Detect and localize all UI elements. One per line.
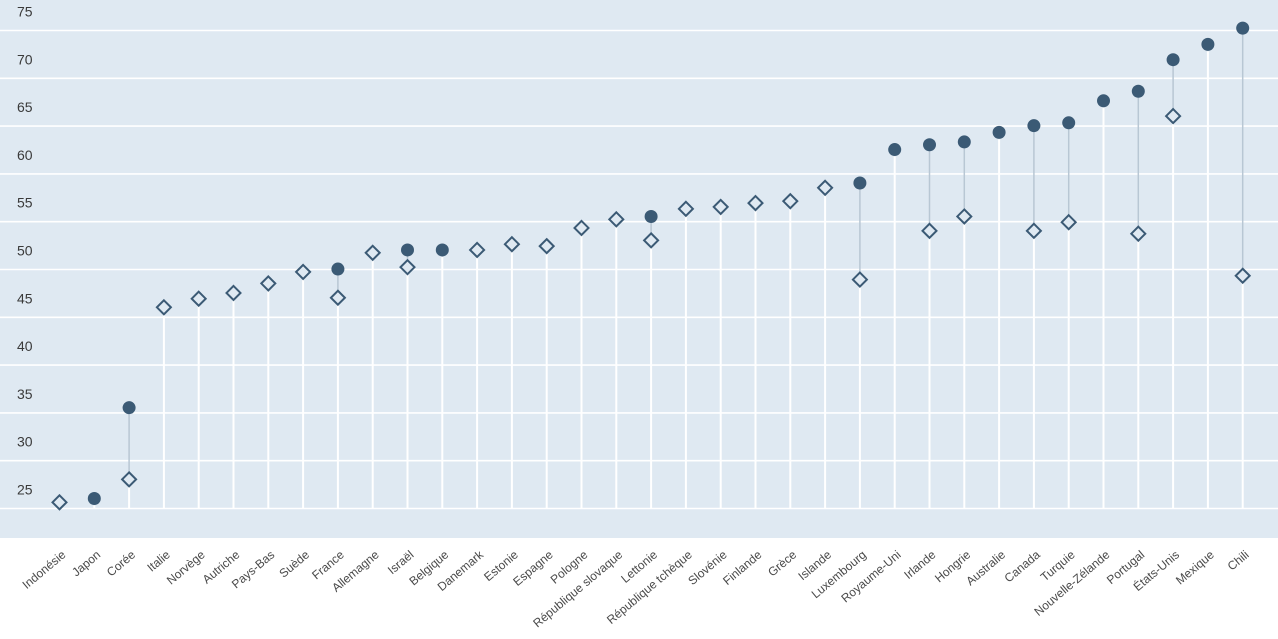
diamond-marker-slovenie [712, 198, 730, 216]
x-label-norvege: Norvège [164, 547, 208, 587]
x-label-grece: Grèce [765, 547, 799, 579]
diamond-marker-chili [1234, 267, 1252, 285]
y-tick-label-35: 35 [17, 386, 33, 402]
y-tick-label-30: 30 [17, 434, 33, 450]
y-axis-tick-labels: 25 30 35 40 45 50 55 60 65 70 75 [17, 4, 33, 498]
diamond-marker-finlande [747, 194, 764, 212]
circle-marker-canada [1027, 119, 1041, 133]
x-label-indonesie: Indonésie [20, 547, 69, 591]
diamond-marker-israel [399, 258, 416, 276]
diamond-marker-pologne [573, 219, 590, 237]
x-label-suede: Suède [276, 547, 312, 580]
circle-marker-coree [122, 401, 136, 415]
diamond-marker-norvege [190, 290, 208, 308]
circle-marker-mexique [1201, 37, 1215, 51]
diamond-marker-estonie [503, 235, 521, 253]
diamond-marker-indonesie [51, 493, 68, 511]
diamond-marker-irlande [921, 222, 938, 240]
diamond-marker-hongrie [955, 208, 973, 225]
circle-marker-france [331, 262, 345, 276]
category-stems [93, 51, 1244, 508]
circle-marker-belgique [435, 243, 449, 257]
y-tick-label-70: 70 [17, 51, 33, 67]
circle-marker-portugal [1131, 84, 1145, 98]
y-tick-label-40: 40 [17, 338, 33, 354]
x-label-finlande: Finlande [720, 547, 765, 588]
circle-marker-israel [401, 243, 414, 257]
circle-marker-japon [87, 492, 101, 505]
x-axis-category-labels: Indonésie Japon Corée ItalieNorvègeAutriche… [20, 547, 1252, 631]
diamond-marker-islande [816, 179, 834, 197]
x-label-mexique: Mexique [1173, 547, 1217, 587]
diamond-marker-france [329, 289, 347, 307]
circle-marker-luxembourg [853, 176, 867, 190]
diamond-marker-coree [120, 470, 138, 488]
diamond-marker-portugal [1129, 225, 1147, 243]
diamond-marker-espagne [538, 237, 556, 255]
circle-marker-nouvelle-zelande [1097, 94, 1110, 108]
diamond-marker-grece [781, 192, 799, 210]
circle-marker-lettonie [644, 209, 658, 223]
data-markers [51, 21, 1252, 511]
diamond-marker-republique-slovaque [607, 210, 625, 228]
diamond-marker-suede [294, 263, 312, 281]
y-tick-label-60: 60 [17, 147, 33, 163]
diamond-marker-lettonie [642, 231, 660, 249]
y-tick-label-25: 25 [17, 482, 33, 498]
circle-marker-royaume-uni [888, 143, 902, 157]
diamond-marker-autriche [225, 284, 242, 302]
y-tick-label-45: 45 [17, 290, 33, 306]
x-label-chili: Chili [1225, 548, 1252, 574]
diamond-marker-turquie [1060, 213, 1078, 231]
y-tick-label-55: 55 [17, 195, 33, 211]
circle-marker-irlande [923, 138, 936, 152]
circle-marker-hongrie [957, 135, 971, 149]
x-label-coree: Corée [104, 547, 138, 579]
diamond-marker-danemark [468, 241, 486, 259]
x-label-canada: Canada [1002, 547, 1043, 585]
x-label-japon: Japon [69, 548, 103, 580]
circle-marker-turquie [1062, 116, 1076, 130]
y-tick-label-75: 75 [17, 4, 33, 20]
x-label-italie: Italie [144, 547, 173, 574]
diamond-marker-luxembourg [851, 271, 869, 288]
diamond-marker-canada [1025, 222, 1043, 240]
diamond-marker-republique-tcheque [677, 200, 695, 218]
diamond-marker-pays-bas [259, 274, 277, 292]
circle-marker-chili [1236, 21, 1250, 35]
x-label-australie: Australie [963, 547, 1008, 588]
circle-marker-australie [992, 125, 1006, 139]
circle-marker-etats-unis [1166, 53, 1180, 67]
gridlines [0, 29, 1278, 510]
y-tick-label-65: 65 [17, 99, 33, 115]
diamond-marker-italie [155, 298, 173, 316]
diamond-marker-allemagne [364, 244, 382, 262]
diamond-marker-etats-unis [1164, 107, 1182, 125]
x-label-espagne: Espagne [510, 547, 556, 588]
y-tick-label-50: 50 [17, 243, 33, 259]
